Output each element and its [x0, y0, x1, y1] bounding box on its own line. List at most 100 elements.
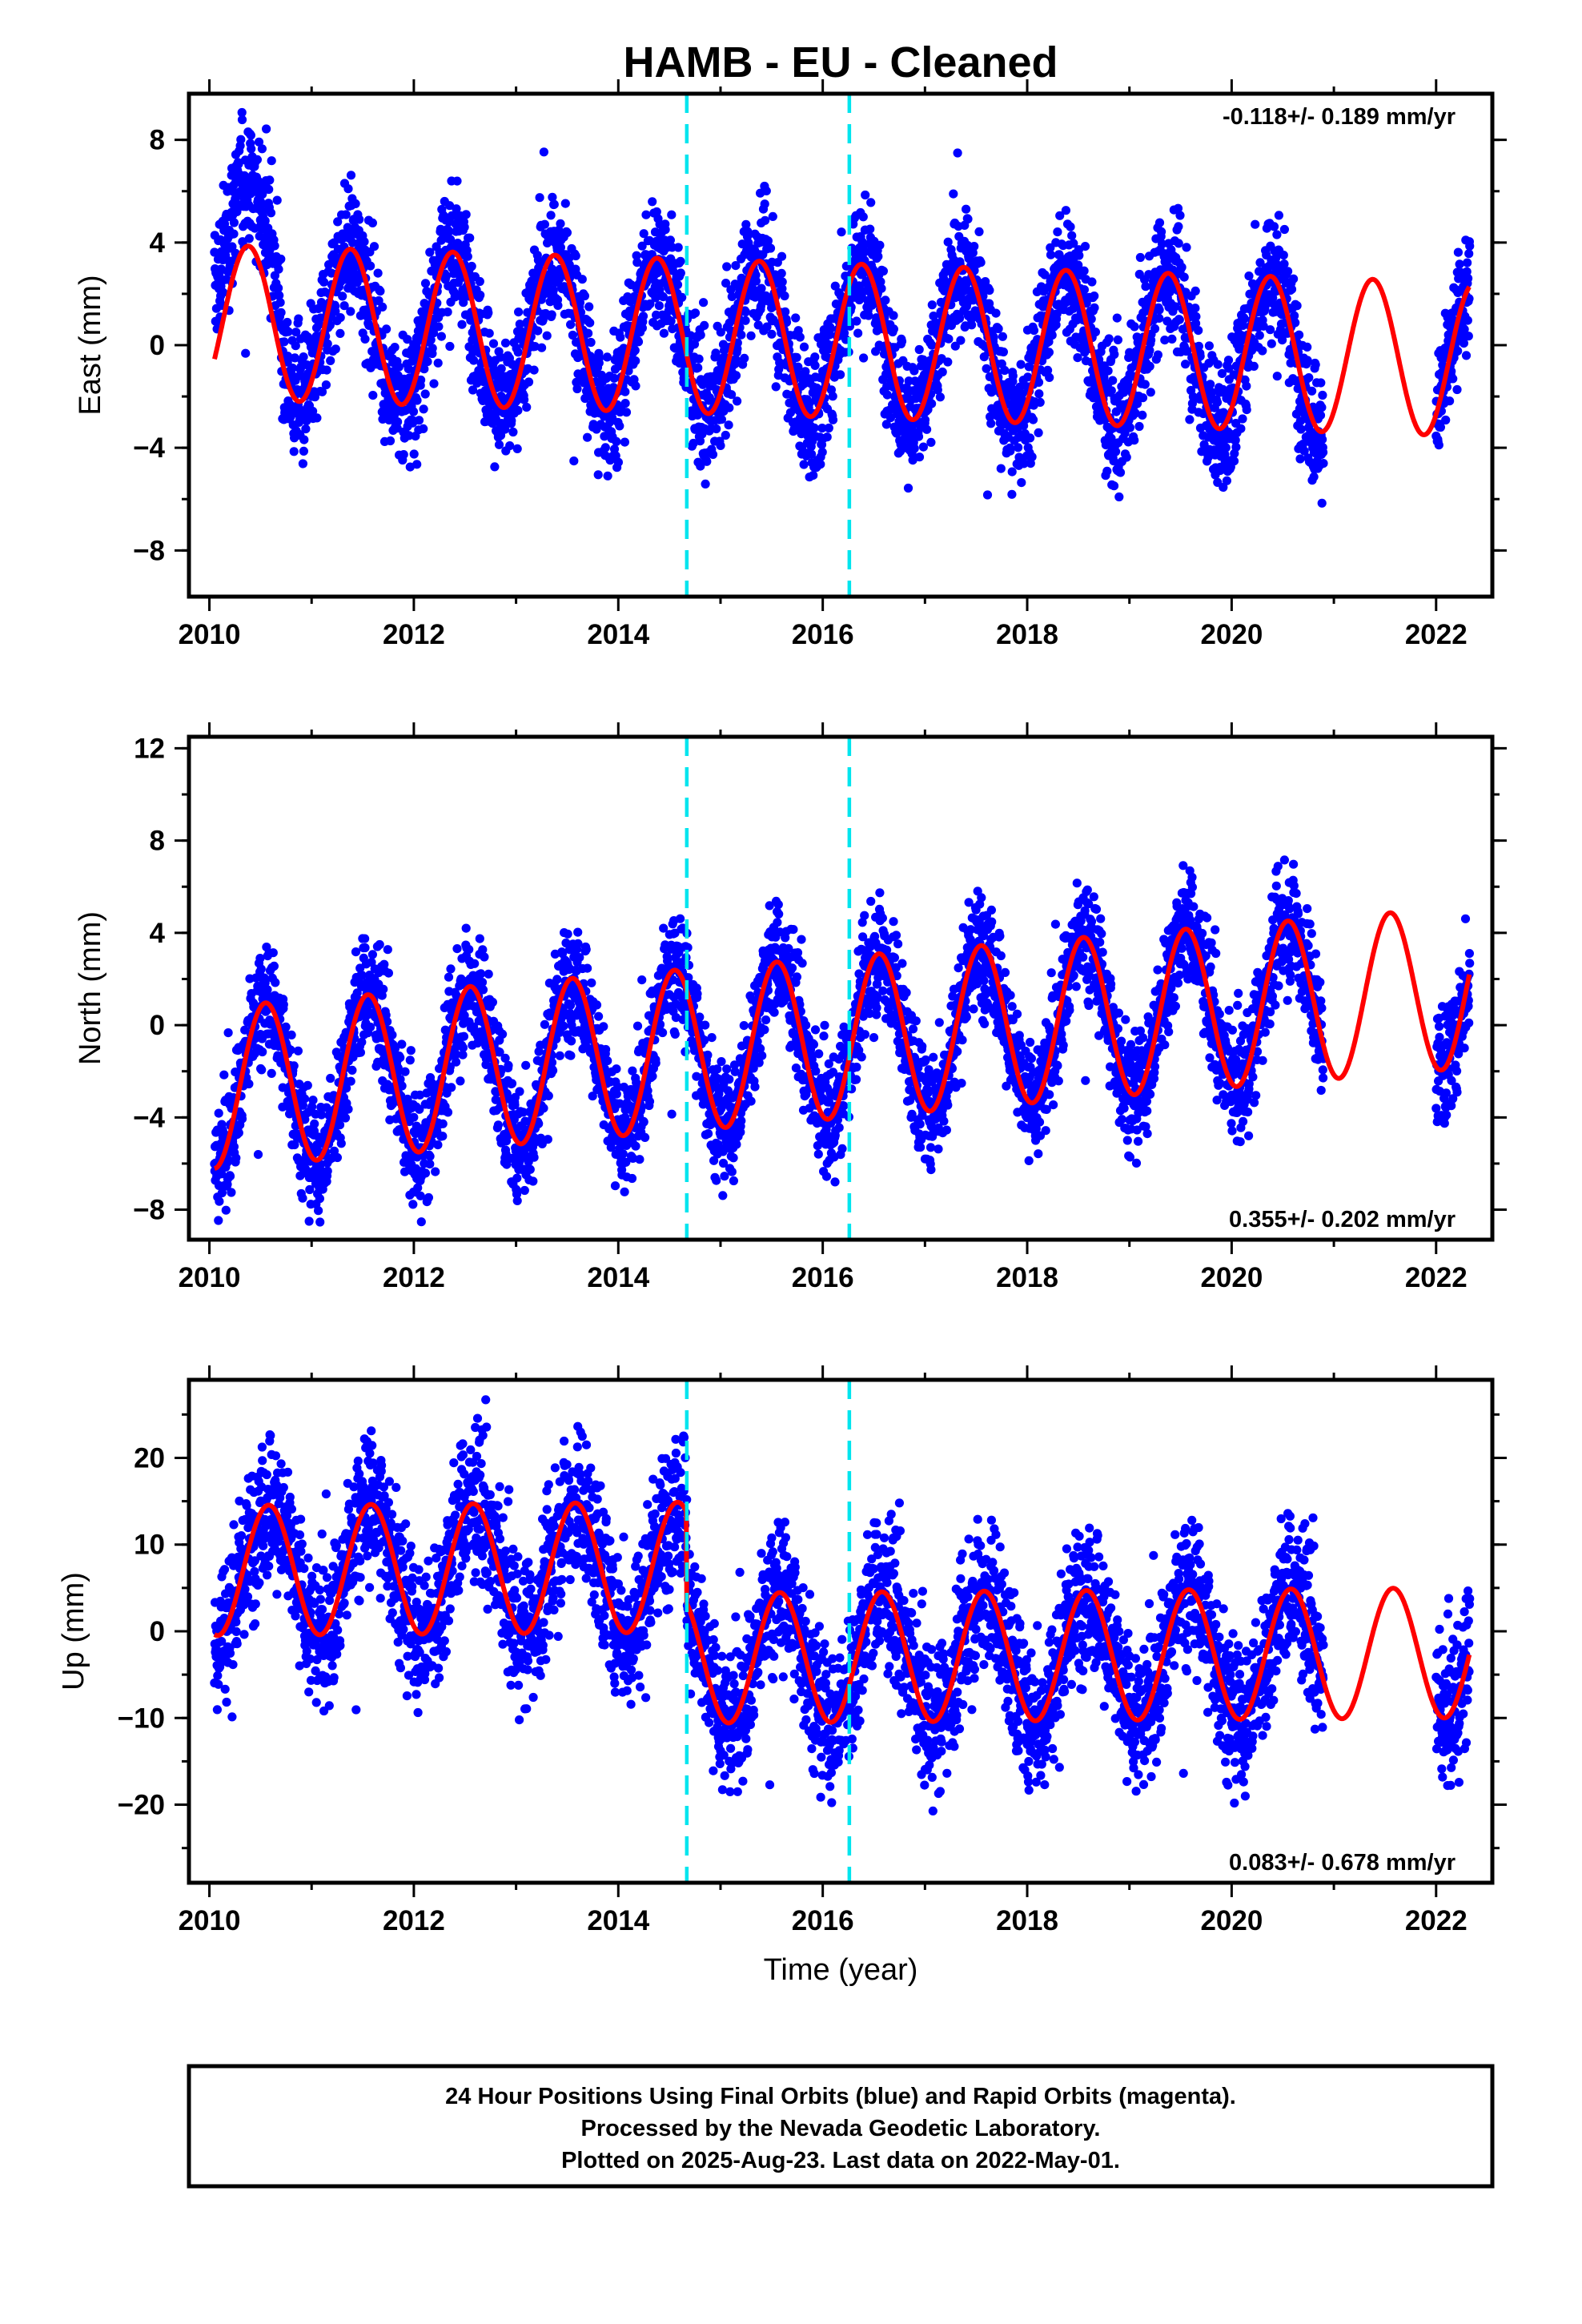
y-tick-label: 4 — [150, 227, 166, 259]
data-point — [721, 430, 730, 440]
data-point — [791, 313, 801, 323]
data-point — [956, 336, 966, 345]
data-point — [837, 227, 846, 237]
data-point — [1238, 414, 1247, 424]
data-point — [505, 441, 515, 451]
data-point — [253, 1150, 263, 1160]
data-point — [1316, 378, 1326, 388]
data-point — [877, 283, 886, 293]
data-point — [1266, 325, 1275, 335]
data-point — [274, 264, 283, 274]
data-point — [909, 444, 919, 453]
data-point — [1135, 252, 1145, 263]
data-point — [1221, 443, 1231, 452]
data-point — [360, 934, 370, 943]
data-point — [1272, 230, 1282, 239]
data-point — [1029, 326, 1039, 336]
data-point — [727, 390, 737, 400]
data-point — [507, 416, 516, 425]
data-point — [378, 302, 387, 312]
data-point — [889, 311, 898, 320]
data-point — [1174, 239, 1183, 248]
data-point — [1079, 266, 1089, 275]
data-point — [229, 218, 239, 227]
data-point — [412, 460, 422, 469]
data-point — [271, 978, 280, 987]
data-point — [584, 302, 594, 312]
data-point — [962, 279, 972, 288]
data-point — [452, 176, 462, 186]
data-point — [809, 471, 818, 480]
data-point — [346, 1076, 355, 1086]
data-point — [777, 277, 787, 287]
data-point — [399, 450, 408, 460]
data-point — [881, 296, 890, 305]
data-point — [1307, 386, 1317, 396]
data-point — [700, 320, 709, 330]
y-tick-label: 8 — [150, 125, 165, 156]
data-point — [996, 464, 1006, 473]
data-point — [741, 307, 751, 317]
data-point — [396, 1053, 405, 1063]
data-point — [740, 353, 749, 363]
data-point — [420, 364, 429, 374]
data-point — [716, 440, 725, 451]
data-point — [256, 964, 266, 974]
data-point — [722, 262, 732, 271]
data-point — [375, 287, 385, 296]
data-point — [799, 460, 809, 469]
data-point — [575, 298, 585, 308]
data-point — [1132, 399, 1142, 408]
data-point — [533, 326, 543, 336]
data-point — [429, 379, 439, 388]
data-point — [914, 344, 924, 355]
data-point — [375, 939, 384, 950]
data-point — [304, 1216, 314, 1226]
data-point — [1154, 313, 1164, 323]
data-point — [950, 341, 960, 351]
data-point — [1099, 372, 1109, 382]
data-point — [1138, 410, 1147, 420]
data-point — [266, 208, 276, 218]
data-point — [343, 1104, 353, 1114]
data-point — [513, 348, 523, 357]
data-point — [425, 1160, 435, 1169]
data-point — [1146, 388, 1155, 397]
data-point — [426, 335, 436, 344]
data-point — [314, 1206, 323, 1216]
data-point — [913, 432, 924, 441]
data-point — [1289, 274, 1299, 283]
data-point — [257, 1065, 267, 1075]
data-point — [1016, 360, 1026, 369]
data-point — [512, 444, 522, 454]
data-point — [254, 137, 264, 147]
data-point — [777, 251, 787, 261]
data-point — [648, 197, 657, 207]
data-point — [500, 338, 511, 348]
data-point — [889, 324, 898, 334]
data-point — [795, 332, 805, 342]
data-point — [367, 218, 377, 227]
data-point — [301, 424, 311, 434]
data-point — [631, 356, 640, 366]
data-point — [637, 241, 647, 251]
data-point — [774, 364, 784, 374]
data-point — [1027, 452, 1037, 462]
data-point — [875, 240, 885, 250]
data-point — [1066, 222, 1075, 231]
data-point — [927, 340, 937, 350]
data-point — [336, 1139, 346, 1148]
data-point — [431, 1167, 440, 1176]
data-point — [360, 943, 370, 953]
data-point — [461, 210, 471, 219]
data-point — [234, 1128, 243, 1138]
data-point — [572, 384, 582, 394]
chart-title: HAMB - EU - Cleaned — [623, 38, 1058, 86]
data-point — [221, 1205, 231, 1215]
data-point — [652, 207, 661, 217]
data-point — [1279, 224, 1289, 235]
data-point — [294, 314, 303, 324]
data-point — [693, 363, 703, 372]
data-point — [963, 214, 973, 224]
